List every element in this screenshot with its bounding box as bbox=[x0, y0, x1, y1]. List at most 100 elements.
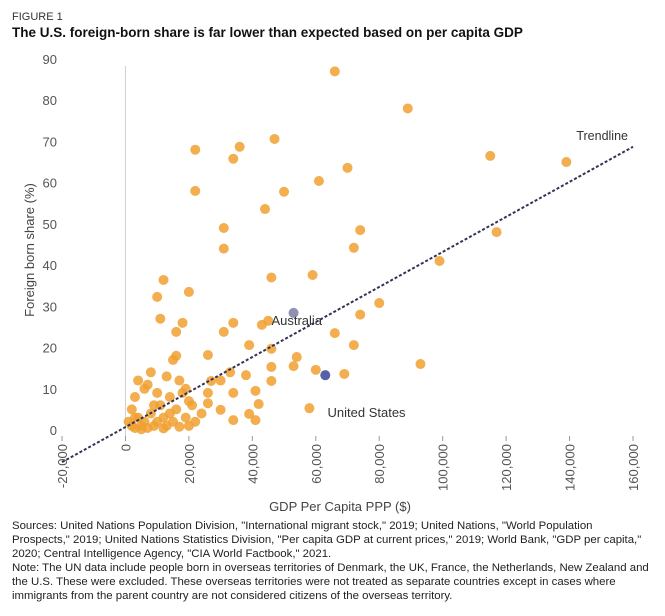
point bbox=[228, 317, 239, 328]
x-tick-label: 100,000 bbox=[436, 444, 451, 491]
x-tick-label: 160,000 bbox=[626, 444, 641, 491]
point bbox=[145, 367, 156, 378]
point bbox=[266, 375, 277, 386]
point bbox=[313, 176, 324, 187]
point bbox=[266, 272, 277, 283]
point bbox=[291, 352, 302, 363]
point bbox=[266, 361, 277, 372]
y-tick-label: 50 bbox=[43, 217, 57, 232]
point bbox=[329, 66, 340, 77]
point bbox=[218, 326, 229, 337]
point bbox=[126, 404, 137, 415]
point bbox=[180, 412, 191, 423]
point bbox=[348, 242, 359, 253]
y-tick-label: 0 bbox=[50, 423, 57, 438]
sources: Sources: United Nations Population Divis… bbox=[12, 520, 642, 560]
point bbox=[402, 103, 413, 114]
point bbox=[202, 387, 213, 398]
point bbox=[177, 317, 188, 328]
point bbox=[244, 408, 255, 419]
point-annotation: United States bbox=[328, 405, 407, 420]
point bbox=[355, 309, 366, 320]
y-tick-label: 10 bbox=[43, 382, 57, 397]
point bbox=[250, 415, 261, 426]
chart-title: The U.S. foreign-born share is far lower… bbox=[12, 25, 523, 40]
point bbox=[244, 340, 255, 351]
x-tick-label: 120,000 bbox=[499, 444, 514, 491]
point bbox=[225, 367, 236, 378]
point bbox=[206, 375, 217, 386]
point bbox=[307, 270, 318, 281]
point bbox=[133, 375, 144, 386]
footnotes: Sources: United Nations Population Divis… bbox=[12, 519, 652, 603]
point bbox=[434, 255, 445, 266]
y-tick-label: 70 bbox=[43, 134, 57, 149]
point bbox=[310, 364, 321, 375]
point bbox=[218, 243, 229, 254]
point bbox=[215, 404, 226, 415]
point bbox=[250, 385, 261, 396]
point bbox=[342, 162, 353, 173]
figure-label: FIGURE 1 bbox=[12, 11, 63, 23]
point bbox=[485, 150, 496, 161]
point bbox=[136, 424, 147, 435]
y-tick-label: 90 bbox=[43, 52, 57, 67]
point bbox=[171, 350, 182, 361]
point bbox=[288, 307, 299, 318]
point bbox=[415, 359, 426, 370]
x-tick-label: 40,000 bbox=[245, 444, 260, 484]
point bbox=[190, 416, 201, 427]
x-tick-label: 20,000 bbox=[182, 444, 197, 484]
point bbox=[228, 387, 239, 398]
point bbox=[202, 398, 213, 409]
point bbox=[260, 204, 271, 215]
point bbox=[148, 400, 159, 411]
point bbox=[190, 144, 201, 155]
point bbox=[164, 408, 175, 419]
x-tick-label: 140,000 bbox=[563, 444, 578, 491]
point bbox=[561, 157, 572, 168]
x-axis-label: GDP Per Capita PPP ($) bbox=[269, 499, 411, 514]
y-tick-label: 30 bbox=[43, 299, 57, 314]
point bbox=[152, 291, 163, 302]
point bbox=[374, 298, 385, 309]
point bbox=[348, 340, 359, 351]
point bbox=[263, 315, 274, 326]
point bbox=[304, 403, 315, 414]
trendline-label: Trendline bbox=[576, 129, 628, 143]
point bbox=[174, 421, 185, 432]
point bbox=[253, 399, 264, 410]
y-tick-label: 40 bbox=[43, 258, 57, 273]
point bbox=[228, 153, 239, 164]
x-tick-label: 80,000 bbox=[372, 444, 387, 484]
point bbox=[228, 415, 239, 426]
point bbox=[355, 225, 366, 236]
y-tick-label: 60 bbox=[43, 176, 57, 191]
point bbox=[190, 185, 201, 196]
point bbox=[158, 423, 169, 434]
x-tick-label: 0 bbox=[118, 444, 133, 451]
point bbox=[240, 370, 251, 381]
point bbox=[174, 375, 185, 386]
point bbox=[234, 141, 245, 152]
point bbox=[320, 370, 331, 381]
point bbox=[329, 328, 340, 339]
point bbox=[202, 349, 213, 360]
x-tick-label: 60,000 bbox=[309, 444, 324, 484]
point bbox=[129, 412, 140, 423]
point bbox=[491, 227, 502, 238]
point bbox=[155, 313, 166, 324]
point bbox=[158, 274, 169, 285]
point bbox=[183, 286, 194, 297]
point bbox=[279, 186, 290, 197]
point-annotation: Australia bbox=[271, 313, 322, 328]
trendline bbox=[61, 145, 634, 464]
point bbox=[161, 371, 172, 382]
point bbox=[196, 408, 207, 419]
point bbox=[288, 361, 299, 372]
point bbox=[269, 133, 280, 144]
point bbox=[183, 396, 194, 407]
y-tick-label: 20 bbox=[43, 341, 57, 356]
